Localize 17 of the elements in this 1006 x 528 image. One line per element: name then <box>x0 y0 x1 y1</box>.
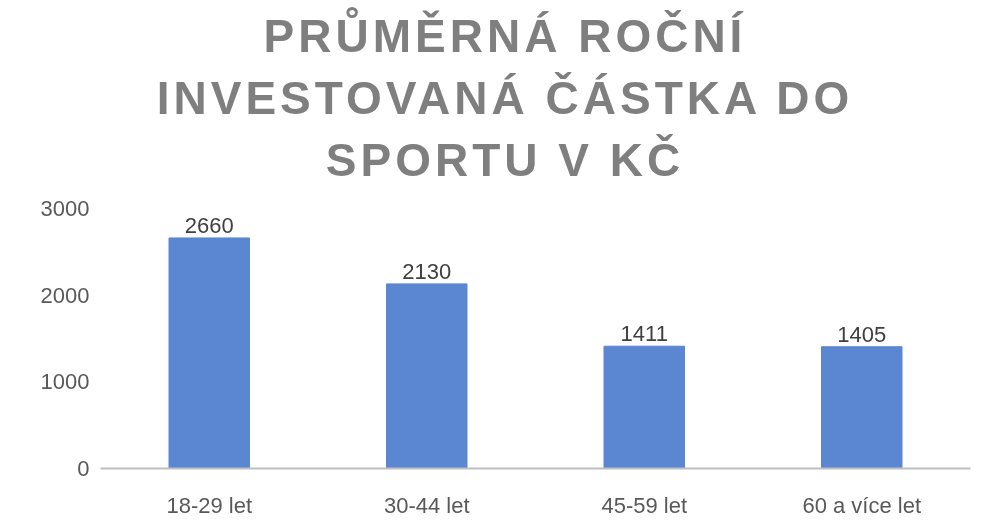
x-tick-label: 60 a více let <box>802 492 922 518</box>
y-tick-label: 0 <box>77 456 90 481</box>
data-label: 1405 <box>837 321 887 347</box>
x-tick-label: 18-29 let <box>166 492 253 518</box>
bar <box>603 345 685 469</box>
y-tick-label: 2000 <box>40 282 90 308</box>
y-tick-label: 3000 <box>40 196 90 221</box>
bar <box>168 237 250 469</box>
x-tick-label: 45-59 let <box>601 492 688 518</box>
bar <box>386 283 468 469</box>
chart-title: PRŮMĚRNÁ ROČNÍ INVESTOVANÁ ČÁSTKA DO SPORTU V KČ <box>155 6 855 188</box>
bar <box>821 346 903 469</box>
x-tick-label: 30-44 let <box>383 492 470 518</box>
data-label: 1411 <box>620 321 668 347</box>
y-tick-label: 1000 <box>40 369 90 395</box>
data-label: 2130 <box>402 258 452 284</box>
data-label: 2660 <box>184 212 234 238</box>
